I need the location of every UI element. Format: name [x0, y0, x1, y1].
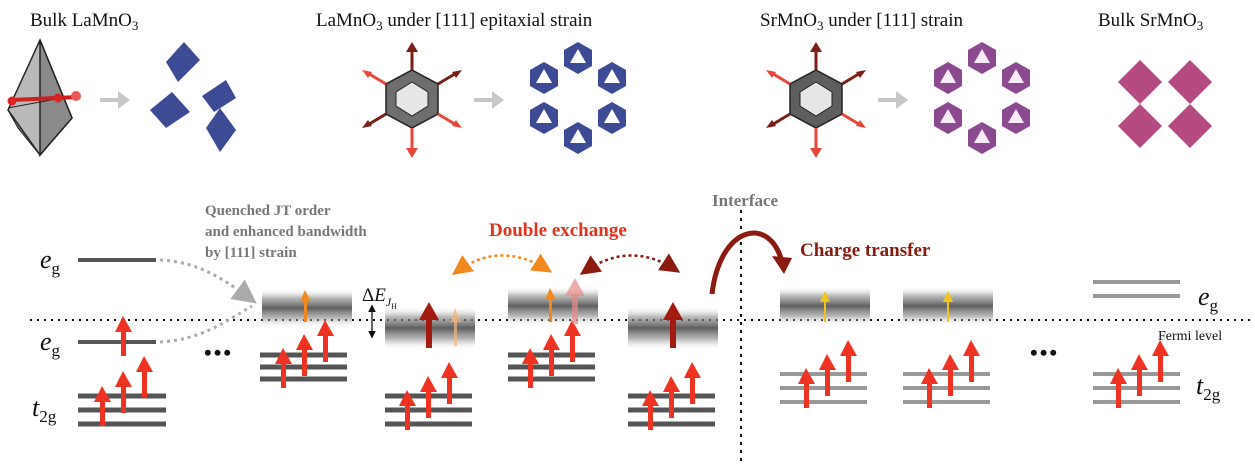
band-site-3: [508, 286, 598, 326]
lamno3-octahedron-icon: [7, 38, 81, 158]
lamno3-strained-octahedron-icon: [362, 42, 462, 158]
charge-transfer-arrowhead: [772, 256, 792, 274]
t2g-levels-dark: [260, 352, 715, 427]
double-exchange-label: Double exchange: [489, 220, 627, 241]
title-lamno3-strain: LaMnO3 under [111] epitaxial strain: [316, 10, 593, 33]
srmno3-strained-octahedron-icon: [766, 42, 866, 158]
transform-arrow-icon: [878, 91, 908, 109]
charge-transfer-label: Charge transfer: [800, 240, 931, 261]
navy-zigzag-diamonds-icon: [150, 42, 236, 152]
purple-octahedra-ring-icon: [934, 42, 1030, 154]
delta-e-jh-label: ΔEJH: [362, 285, 397, 311]
t2g-left-label: t2g: [32, 393, 57, 426]
title-srmno3-strain: SrMnO3 under [111] strain: [760, 10, 963, 33]
transform-arrow-icon: [100, 91, 130, 109]
double-exchange-arrow-darkred: [579, 253, 681, 275]
spin-arrows-eg: [300, 278, 953, 348]
title-bulk-lamno3: Bulk LaMnO3: [30, 10, 138, 33]
charge-transfer-arrow: [709, 230, 785, 295]
eg-upper-label: eg: [40, 245, 61, 278]
eg-lower-label: eg: [40, 327, 61, 360]
double-exchange-arrow-orange: [451, 253, 553, 275]
jt-quench-arrow-lower: [159, 304, 253, 344]
ellipsis-left: •••: [204, 340, 233, 365]
interface-label: Interface: [712, 191, 779, 210]
navy-octahedra-ring-icon: [530, 42, 626, 154]
spin-arrows-red: [94, 316, 1169, 430]
jt-quench-arrow-upper: [159, 258, 257, 304]
t2g-levels-light: [780, 280, 1180, 404]
magenta-squares-icon: [1118, 60, 1212, 148]
quenched-annotation: Quenched JT order and enhanced bandwidth…: [205, 203, 370, 261]
transform-arrow-icon: [474, 91, 504, 109]
fermi-level-label: Fermi level: [1158, 329, 1222, 344]
eg-right-label: eg: [1198, 282, 1219, 315]
title-bulk-srmno3: Bulk SrMnO3: [1098, 10, 1203, 33]
t2g-right-label: t2g: [1196, 371, 1221, 404]
ellipsis-right: •••: [1030, 340, 1059, 365]
